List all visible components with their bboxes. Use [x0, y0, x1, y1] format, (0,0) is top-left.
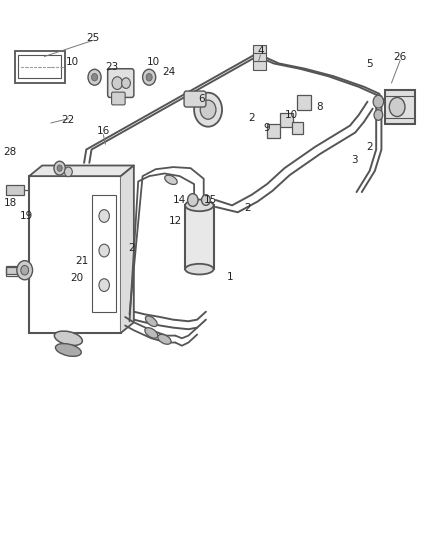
- Bar: [268, 124, 280, 138]
- Circle shape: [99, 279, 110, 292]
- Text: 2: 2: [366, 142, 373, 152]
- Text: 10: 10: [66, 57, 79, 67]
- Circle shape: [143, 69, 155, 85]
- FancyBboxPatch shape: [184, 91, 206, 107]
- Text: 3: 3: [351, 155, 358, 165]
- Text: 5: 5: [366, 60, 373, 69]
- Text: 6: 6: [198, 94, 205, 104]
- Circle shape: [201, 195, 210, 205]
- Circle shape: [21, 265, 28, 275]
- Circle shape: [187, 193, 198, 206]
- Bar: [254, 45, 266, 54]
- Text: 10: 10: [284, 110, 297, 120]
- Text: 20: 20: [71, 273, 84, 283]
- Polygon shape: [29, 165, 134, 176]
- Bar: [254, 53, 266, 62]
- Ellipse shape: [165, 175, 177, 184]
- Text: 1: 1: [226, 272, 233, 282]
- Text: 2: 2: [244, 203, 251, 213]
- Text: 4: 4: [257, 46, 264, 56]
- Circle shape: [57, 165, 62, 171]
- Bar: [385, 90, 416, 124]
- Circle shape: [373, 95, 384, 108]
- Circle shape: [112, 77, 123, 90]
- Ellipse shape: [145, 316, 157, 327]
- Circle shape: [374, 110, 383, 120]
- Circle shape: [92, 74, 98, 81]
- Bar: [29, 176, 121, 333]
- Text: 2: 2: [248, 112, 255, 123]
- Circle shape: [122, 78, 131, 88]
- Circle shape: [17, 261, 32, 280]
- Circle shape: [64, 167, 72, 176]
- Circle shape: [146, 74, 152, 81]
- Circle shape: [54, 161, 65, 175]
- Bar: [6, 266, 23, 276]
- Bar: [292, 123, 303, 134]
- Text: 25: 25: [86, 33, 99, 43]
- Ellipse shape: [56, 344, 81, 357]
- Text: 21: 21: [75, 256, 88, 266]
- Ellipse shape: [54, 331, 82, 345]
- Text: 14: 14: [173, 195, 186, 205]
- Text: 2: 2: [128, 243, 135, 253]
- Circle shape: [88, 69, 101, 85]
- Text: 15: 15: [204, 195, 217, 205]
- Ellipse shape: [185, 264, 214, 274]
- Polygon shape: [121, 165, 134, 333]
- Ellipse shape: [158, 334, 171, 344]
- Ellipse shape: [145, 328, 158, 338]
- Bar: [14, 51, 65, 83]
- Circle shape: [389, 98, 405, 117]
- FancyBboxPatch shape: [108, 69, 134, 98]
- Text: 24: 24: [162, 68, 175, 77]
- Text: 10: 10: [147, 57, 160, 67]
- Circle shape: [200, 100, 216, 119]
- Text: 18: 18: [4, 198, 17, 208]
- Circle shape: [99, 209, 110, 222]
- Text: 9: 9: [264, 123, 270, 133]
- Text: 28: 28: [4, 147, 17, 157]
- Text: 22: 22: [62, 115, 75, 125]
- Bar: [6, 267, 20, 274]
- Text: 23: 23: [106, 62, 119, 72]
- Circle shape: [99, 244, 110, 257]
- Bar: [297, 95, 311, 110]
- Bar: [18, 55, 61, 78]
- FancyBboxPatch shape: [112, 92, 125, 105]
- Text: 19: 19: [20, 211, 34, 221]
- Text: 8: 8: [316, 102, 323, 112]
- Bar: [280, 114, 293, 127]
- Bar: [92, 195, 117, 312]
- Circle shape: [194, 93, 222, 127]
- Bar: [254, 61, 266, 70]
- Text: 12: 12: [169, 216, 182, 227]
- Text: 26: 26: [394, 52, 407, 61]
- Text: 16: 16: [97, 126, 110, 136]
- Ellipse shape: [185, 199, 214, 211]
- Bar: [6, 185, 24, 195]
- Bar: [185, 205, 214, 269]
